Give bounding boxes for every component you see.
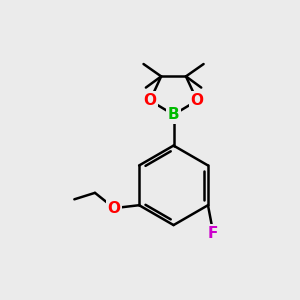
Text: O: O [108,201,121,216]
Text: O: O [190,93,204,108]
Text: B: B [168,107,179,122]
Text: F: F [208,226,218,241]
Text: O: O [143,93,157,108]
